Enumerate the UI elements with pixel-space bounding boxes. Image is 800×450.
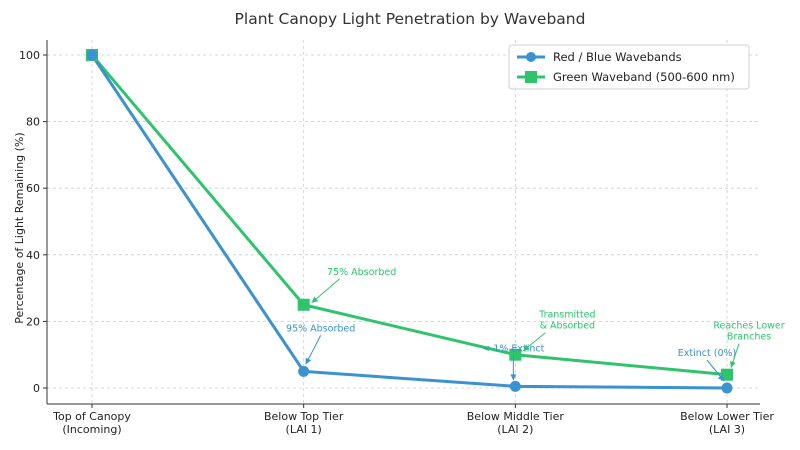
legend-marker bbox=[525, 71, 537, 83]
annotation-arrowhead bbox=[305, 357, 312, 365]
annotation-arrowhead bbox=[523, 344, 530, 351]
annotation-arrow bbox=[311, 278, 340, 304]
annotation-text: Reaches Lower bbox=[713, 321, 784, 332]
data-point bbox=[297, 298, 310, 311]
y-tick-label: 100 bbox=[19, 49, 40, 62]
annotation-text: < 1% Extinct bbox=[482, 343, 544, 354]
annotation-arrowhead bbox=[510, 374, 517, 381]
annotation-text: & Absorbed bbox=[540, 321, 596, 332]
y-tick-label: 80 bbox=[26, 116, 40, 129]
annotation-arrowhead bbox=[311, 296, 319, 303]
series-line bbox=[90, 54, 728, 390]
axes bbox=[46, 40, 760, 405]
annotation-text: Transmitted bbox=[538, 310, 595, 321]
y-axis-label: Percentage of Light Remaining (%) bbox=[13, 132, 26, 323]
series-line bbox=[90, 54, 728, 377]
data-point bbox=[86, 49, 98, 61]
data-point bbox=[721, 368, 733, 381]
x-tick-label: Top of Canopy bbox=[52, 410, 131, 423]
x-tick-label: Below Lower Tier bbox=[680, 410, 774, 423]
x-tick-labels: Top of Canopy(Incoming)Below Top Tier(LA… bbox=[52, 404, 774, 436]
annotation-arrowhead bbox=[730, 361, 736, 368]
annotation-text: Branches bbox=[727, 332, 771, 343]
y-tick-label: 40 bbox=[26, 249, 40, 262]
legend: Red / Blue Wavebands Green Waveband (500-… bbox=[508, 44, 750, 90]
annotation-text: 95% Absorbed bbox=[286, 323, 355, 334]
y-tick-labels: 0 20 40 60 80 100 bbox=[19, 49, 47, 395]
x-tick-label: (LAI 3) bbox=[709, 423, 745, 436]
annotation-text: Extinct (0%) bbox=[678, 348, 736, 359]
legend-box bbox=[508, 44, 750, 90]
x-tick-label: Below Top Tier bbox=[264, 410, 344, 423]
data-point bbox=[298, 365, 310, 377]
data-point bbox=[509, 348, 522, 361]
series bbox=[86, 49, 733, 394]
data-point bbox=[509, 380, 521, 392]
x-tick-label: Below Middle Tier bbox=[467, 410, 565, 423]
annotation-arrowhead bbox=[717, 374, 724, 381]
legend-marker bbox=[526, 52, 536, 62]
y-tick-label: 0 bbox=[33, 382, 40, 395]
y-tick-label: 20 bbox=[26, 315, 40, 328]
legend-label: Green Waveband (500-600 nm) bbox=[553, 70, 735, 84]
x-tick-label: (Incoming) bbox=[62, 423, 121, 436]
chart-title: Plant Canopy Light Penetration by Waveba… bbox=[235, 10, 586, 28]
annotations: 95% Absorbed < 1% Extinct Extinct (0%) 75% … bbox=[286, 267, 785, 382]
grid-lines bbox=[47, 40, 760, 404]
data-point bbox=[721, 382, 733, 394]
y-tick-label: 60 bbox=[26, 182, 40, 195]
x-tick-label: (LAI 2) bbox=[497, 423, 533, 436]
legend-label: Red / Blue Wavebands bbox=[553, 50, 682, 64]
annotation-text: 75% Absorbed bbox=[327, 267, 396, 278]
x-tick-label: (LAI 1) bbox=[286, 423, 322, 436]
